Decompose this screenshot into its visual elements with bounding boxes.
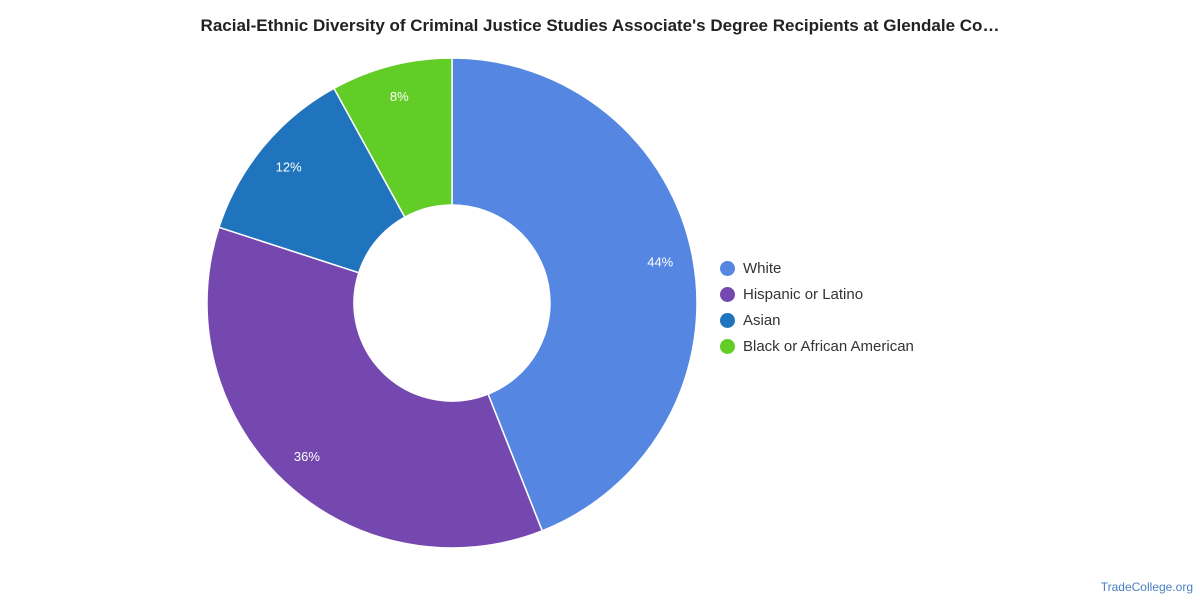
legend-swatch xyxy=(720,286,735,302)
slice-black-or-african-american[interactable] xyxy=(332,57,453,219)
legend-label: White xyxy=(743,259,782,277)
legend-swatch xyxy=(720,338,735,354)
slice-hispanic-or-latino[interactable] xyxy=(206,226,544,549)
slice-label-asian: 12% xyxy=(276,159,302,174)
chart-legend: White Hispanic or Latino Asian Black or Afr… xyxy=(720,255,914,359)
legend-label: Asian xyxy=(743,311,781,329)
slice-label-black-or-african-american: 8% xyxy=(390,89,409,104)
slice-white[interactable] xyxy=(451,57,698,532)
legend-item-black-or-african-american[interactable]: Black or African American xyxy=(720,333,914,359)
source-credit[interactable]: TradeCollege.org xyxy=(1100,580,1193,594)
legend-item-hispanic-or-latino[interactable]: Hispanic or Latino xyxy=(720,281,914,307)
slice-label-white: 44% xyxy=(647,255,673,270)
legend-item-asian[interactable]: Asian xyxy=(720,307,914,333)
legend-label: Black or African American xyxy=(743,337,914,355)
legend-swatch xyxy=(720,260,735,276)
legend-item-white[interactable]: White xyxy=(720,255,914,281)
legend-label: Hispanic or Latino xyxy=(743,285,864,303)
chart-title: Racial-Ethnic Diversity of Criminal Just… xyxy=(200,16,1000,35)
slice-label-hispanic-or-latino: 36% xyxy=(294,449,320,464)
slice-asian[interactable] xyxy=(218,87,406,274)
legend-swatch xyxy=(720,312,735,328)
